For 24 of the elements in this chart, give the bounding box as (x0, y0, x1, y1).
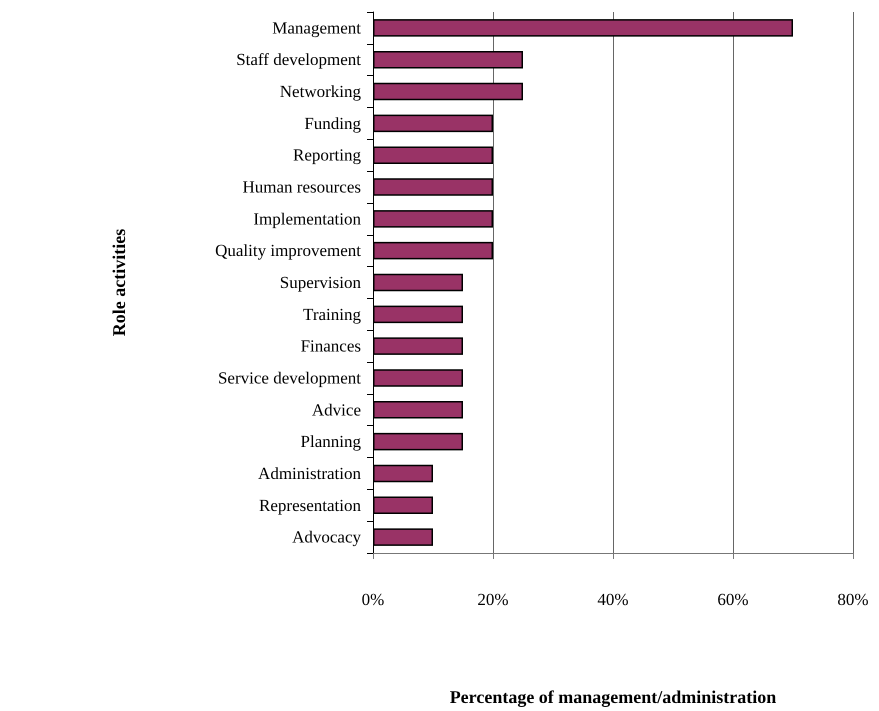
x-tick-label: 0% (362, 590, 384, 609)
y-tick-label: Planning (300, 432, 362, 452)
x-axis-title: Percentage of management/administration (450, 687, 776, 707)
y-tick-label: Advocacy (292, 528, 362, 547)
y-tick-label: Quality improvement (215, 241, 362, 260)
y-tick-label: Implementation (253, 209, 362, 228)
x-tick-label: 60% (717, 590, 749, 609)
x-tick-label: 40% (597, 590, 629, 609)
y-tick-label: Service development (218, 368, 362, 388)
y-tick-label: Staff development (236, 50, 362, 70)
y-tick-label: Finances (300, 336, 361, 356)
y-tick-label: Networking (280, 82, 362, 102)
y-axis-title: Role activities (109, 228, 129, 336)
y-tick-label: Supervision (280, 273, 362, 292)
y-tick-label: Representation (259, 496, 362, 515)
y-tick-label: Advice (312, 400, 361, 420)
x-tick-label: 80% (837, 590, 869, 609)
y-tick-label: Funding (304, 114, 362, 133)
y-tick-label: Training (303, 304, 362, 324)
y-tick-label: Management (272, 18, 362, 38)
x-tick-label: 20% (477, 590, 509, 609)
y-tick-label: Reporting (293, 146, 362, 165)
y-tick-label: Human resources (242, 178, 361, 197)
y-tick-label: Administration (258, 464, 362, 483)
